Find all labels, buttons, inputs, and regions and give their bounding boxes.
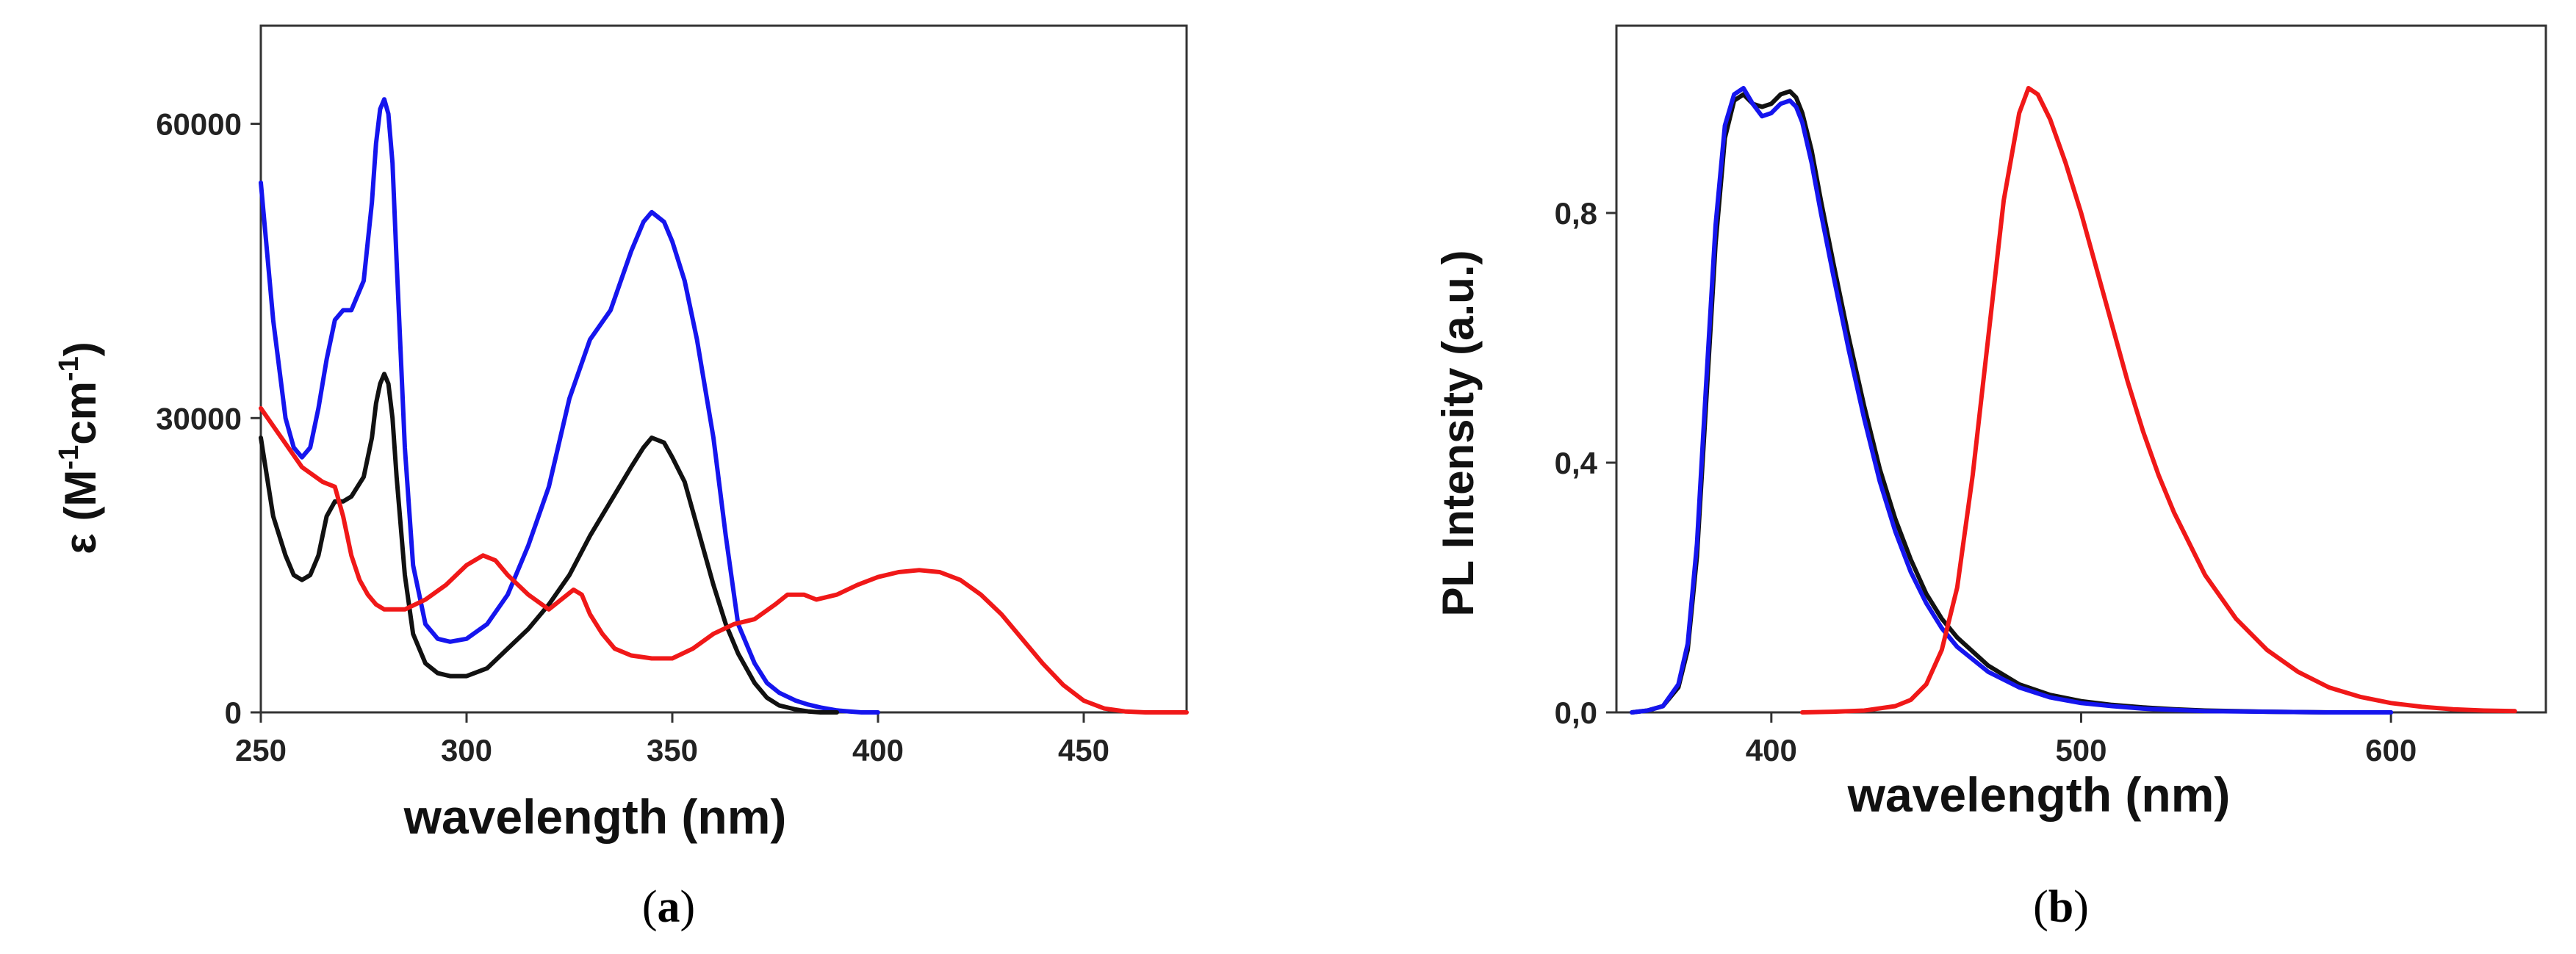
x-axis-label-a: wavelength (nm)	[403, 789, 787, 844]
y-tick-label: 0	[225, 695, 242, 730]
x-axis-label-b: wavelength (nm)	[1847, 767, 2231, 822]
y-axis-label-b: PL Intensity (a.u.)	[1433, 250, 1483, 617]
x-tick-label: 300	[441, 733, 492, 767]
x-tick-label: 500	[2055, 733, 2107, 767]
panel-label-a: (a)	[642, 882, 695, 932]
x-tick-label: 600	[2365, 733, 2417, 767]
x-tick-label: 350	[647, 733, 698, 767]
chart-panel-b: PL Intensity (a.u.) wavelength (nm) (b) …	[1433, 24, 2547, 932]
y-tick-label: 0,4	[1555, 446, 1598, 480]
chart-panel-a: ε (M-1cm-1) wavelength (nm) (a) 250 300 35…	[54, 24, 1189, 932]
x-tick-label: 450	[1058, 733, 1109, 767]
y-tick-label: 0,8	[1555, 196, 1597, 231]
series-line-red	[259, 405, 1189, 715]
panel-label-b: (b)	[2033, 882, 2089, 932]
x-tick-label: 250	[235, 733, 287, 767]
series-line-blue	[1630, 86, 2394, 715]
plot-frame	[1615, 24, 2547, 714]
x-tick-label: 400	[852, 733, 904, 767]
y-axis-label-a: ε (M-1cm-1)	[54, 342, 105, 554]
y-tick-label: 30000	[156, 401, 242, 436]
series-line-blue	[259, 97, 880, 715]
y-tick-label: 60000	[156, 107, 242, 142]
y-tick-label: 0,0	[1555, 695, 1597, 730]
x-tick-label: 400	[1746, 733, 1797, 767]
series-line-red	[1800, 86, 2517, 715]
series-line-black	[1630, 89, 2394, 715]
series-line-black	[259, 372, 839, 715]
plot-frame	[259, 24, 1188, 714]
